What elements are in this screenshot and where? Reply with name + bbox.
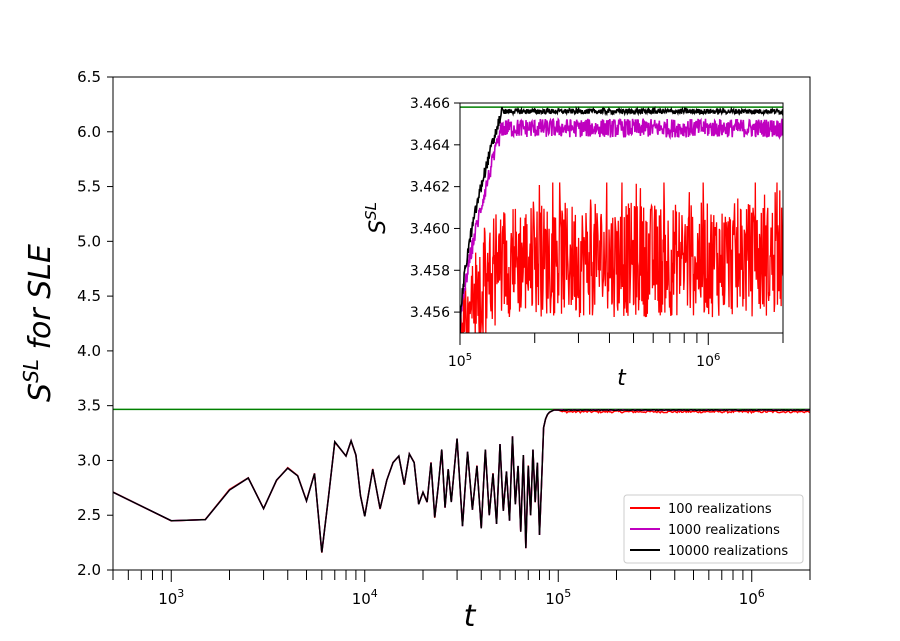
inset-series-1000-realizations <box>460 117 783 333</box>
inset-y-axis-label: SSL <box>362 202 391 234</box>
inset-ytick-label: 3.464 <box>410 138 450 154</box>
main-x-axis-label: t <box>464 599 477 634</box>
main-ytick-label: 6.5 <box>77 68 101 86</box>
inset-axes-frame <box>459 102 784 334</box>
main-xtick-label: 105 <box>545 587 571 608</box>
inset-x-axis-label: t <box>617 366 627 391</box>
inset-series-100-realizations <box>460 182 783 333</box>
main-ytick-label: 4.5 <box>77 287 101 305</box>
main-xtick-label: 106 <box>739 587 765 608</box>
main-ytick-label: 5.5 <box>77 178 101 196</box>
inset-ytick-label: 3.458 <box>410 263 450 279</box>
inset-plot: 3.456 3.458 3.460 3.462 3.464 3.466 105 106 t SSL <box>362 96 784 391</box>
inset-xtick-label: 105 <box>448 352 472 370</box>
inset-xtick-label: 106 <box>696 352 720 370</box>
inset-ytick-label: 3.456 <box>410 305 450 321</box>
main-ytick-label: 3.0 <box>77 451 101 469</box>
inset-plot-area <box>460 105 783 333</box>
legend: 100 realizations 1000 realizations 10000 r… <box>623 494 804 564</box>
main-xtick-label: 103 <box>158 587 184 608</box>
main-ytick-label: 2.5 <box>77 506 101 524</box>
inset-ytick-label: 3.466 <box>410 96 450 112</box>
main-ytick-label: 4.0 <box>77 342 101 360</box>
legend-label: 100 realizations <box>668 502 772 517</box>
inset-series-10000-realizations <box>460 105 783 333</box>
main-series-10000-realizations <box>112 408 811 553</box>
legend-label: 10000 realizations <box>668 544 788 559</box>
main-ytick-label: 3.5 <box>77 397 101 415</box>
main-ytick-label: 6.0 <box>77 123 101 141</box>
inset-ytick-label: 3.462 <box>410 180 450 196</box>
main-y-axis-label: SSL for SLE <box>19 244 58 402</box>
legend-box <box>623 494 804 564</box>
legend-label: 1000 realizations <box>668 523 780 538</box>
main-ytick-label: 2.0 <box>77 561 101 579</box>
main-axes-frame <box>112 76 811 571</box>
inset-ytick-label: 3.460 <box>410 221 450 237</box>
main-xtick-label: 104 <box>352 587 378 608</box>
main-ytick-label: 5.0 <box>77 232 101 250</box>
main-plot: 2.0 2.5 3.0 3.5 4.0 4.5 5.0 5.5 6.0 6.5 103 104 105 1… <box>19 68 811 634</box>
